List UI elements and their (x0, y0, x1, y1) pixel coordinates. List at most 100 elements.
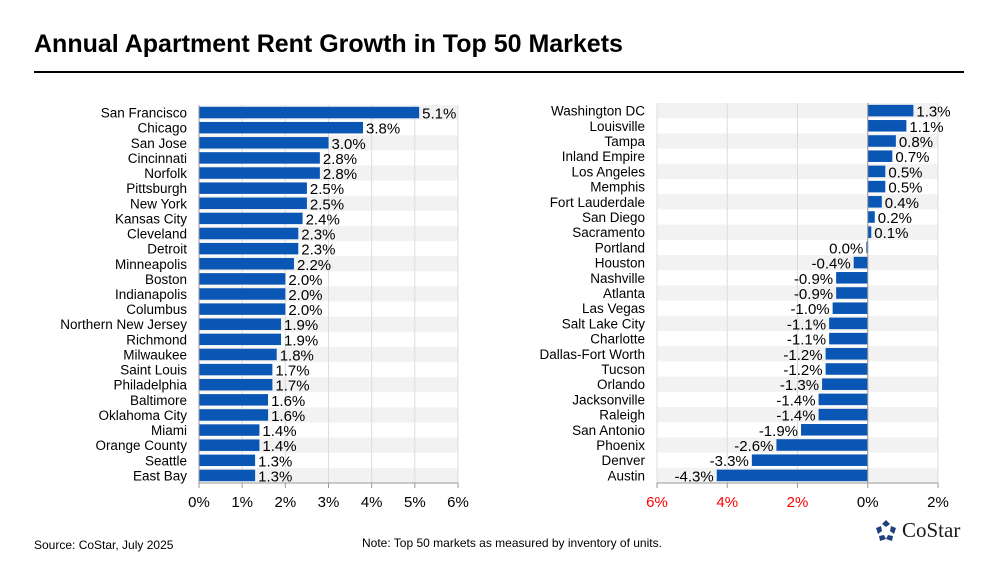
data-label: -1.3% (780, 377, 819, 394)
data-label: 1.6% (271, 408, 305, 425)
category-label: Fort Lauderdale (550, 195, 645, 210)
data-label: 5.1% (422, 106, 456, 123)
bar (716, 469, 868, 482)
category-label: Oklahoma City (98, 408, 187, 423)
category-label: Las Vegas (582, 301, 645, 316)
bar (199, 348, 277, 361)
data-label: 0.5% (888, 180, 922, 197)
data-label: 1.7% (275, 378, 309, 395)
data-label: 0.2% (878, 210, 912, 227)
bar (751, 454, 868, 466)
data-label: -1.2% (783, 362, 822, 379)
category-label: Washington DC (551, 104, 645, 119)
data-label: 1.4% (262, 423, 296, 440)
category-label: Orange County (95, 438, 187, 453)
bar (199, 258, 294, 270)
data-label: 2.4% (306, 211, 340, 228)
category-label: Kansas City (115, 211, 187, 226)
category-label: Baltimore (130, 393, 187, 408)
category-label: Charlotte (590, 332, 645, 347)
bar (199, 363, 273, 376)
bar (199, 273, 286, 285)
category-label: Detroit (147, 242, 187, 257)
tick-label: 4% (716, 494, 738, 511)
bar (199, 454, 256, 467)
bar (867, 180, 886, 193)
data-label: 1.9% (284, 317, 318, 334)
category-label: Orlando (597, 377, 645, 392)
data-label: -0.4% (812, 256, 851, 273)
category-label: Seattle (145, 453, 187, 468)
bar (867, 196, 882, 208)
data-label: 2.0% (288, 302, 322, 319)
data-label: -2.6% (734, 438, 773, 455)
category-label: Pittsburgh (126, 181, 187, 196)
bar (825, 348, 868, 360)
tick-label: 6% (646, 494, 668, 511)
bar (199, 409, 269, 421)
data-label: -1.2% (783, 347, 822, 364)
costar-star-icon (876, 519, 896, 541)
bar (199, 182, 307, 194)
category-label: Chicago (137, 121, 187, 136)
category-label: Columbus (126, 302, 187, 317)
category-label: San Francisco (101, 106, 187, 121)
data-label: -4.3% (675, 468, 714, 485)
category-label: Raleigh (599, 408, 645, 423)
bar (776, 439, 868, 451)
tick-label: 2% (787, 494, 809, 511)
data-label: 3.0% (332, 136, 366, 153)
bar (867, 104, 914, 117)
category-label: Memphis (590, 180, 645, 195)
data-label: 1.3% (258, 453, 292, 470)
category-label: Sacramento (572, 225, 645, 240)
category-label: Norfolk (144, 166, 187, 181)
data-label: 2.3% (301, 242, 335, 259)
data-label: 1.3% (258, 468, 292, 485)
data-label: 1.3% (916, 104, 950, 121)
bar (832, 302, 868, 314)
data-label: -1.0% (790, 301, 829, 318)
category-label: Minneapolis (115, 257, 187, 272)
bar (199, 288, 286, 300)
category-label: Indianapolis (115, 287, 187, 302)
category-label: Jacksonville (572, 392, 645, 407)
tick-label: 3% (318, 494, 340, 511)
category-label: Louisville (589, 119, 645, 134)
category-label: New York (130, 196, 187, 211)
costar-logo: CoStar (874, 518, 960, 543)
tick-label: 1% (231, 494, 253, 511)
bar (199, 378, 273, 391)
category-label: Miami (151, 423, 187, 438)
bar (825, 363, 868, 375)
category-label: Richmond (126, 332, 187, 347)
data-label: 2.0% (288, 287, 322, 304)
bar (199, 303, 286, 315)
category-label: San Diego (582, 210, 645, 225)
tick-label: 2% (274, 494, 296, 511)
data-label: 2.3% (301, 227, 335, 244)
bar (818, 408, 868, 421)
bar (818, 393, 868, 406)
bar (199, 439, 260, 451)
data-label: 0.4% (885, 195, 919, 212)
data-label: 2.8% (323, 151, 357, 168)
bar (199, 318, 282, 330)
bar (836, 287, 868, 299)
tick-label: 5% (404, 494, 426, 511)
bar (199, 212, 303, 225)
category-label: San Jose (131, 136, 187, 151)
bar (867, 120, 907, 132)
logo-text: CoStar (902, 518, 961, 542)
data-label: -1.4% (776, 392, 815, 409)
data-label: -0.9% (794, 271, 833, 288)
category-label: Houston (595, 256, 645, 271)
data-label: -0.9% (794, 286, 833, 303)
category-label: Milwaukee (123, 347, 187, 362)
bar (801, 424, 868, 436)
tick-label: 4% (361, 494, 383, 511)
category-label: Inland Empire (562, 149, 645, 164)
category-label: Philadelphia (113, 378, 187, 393)
category-label: Los Angeles (571, 164, 645, 179)
